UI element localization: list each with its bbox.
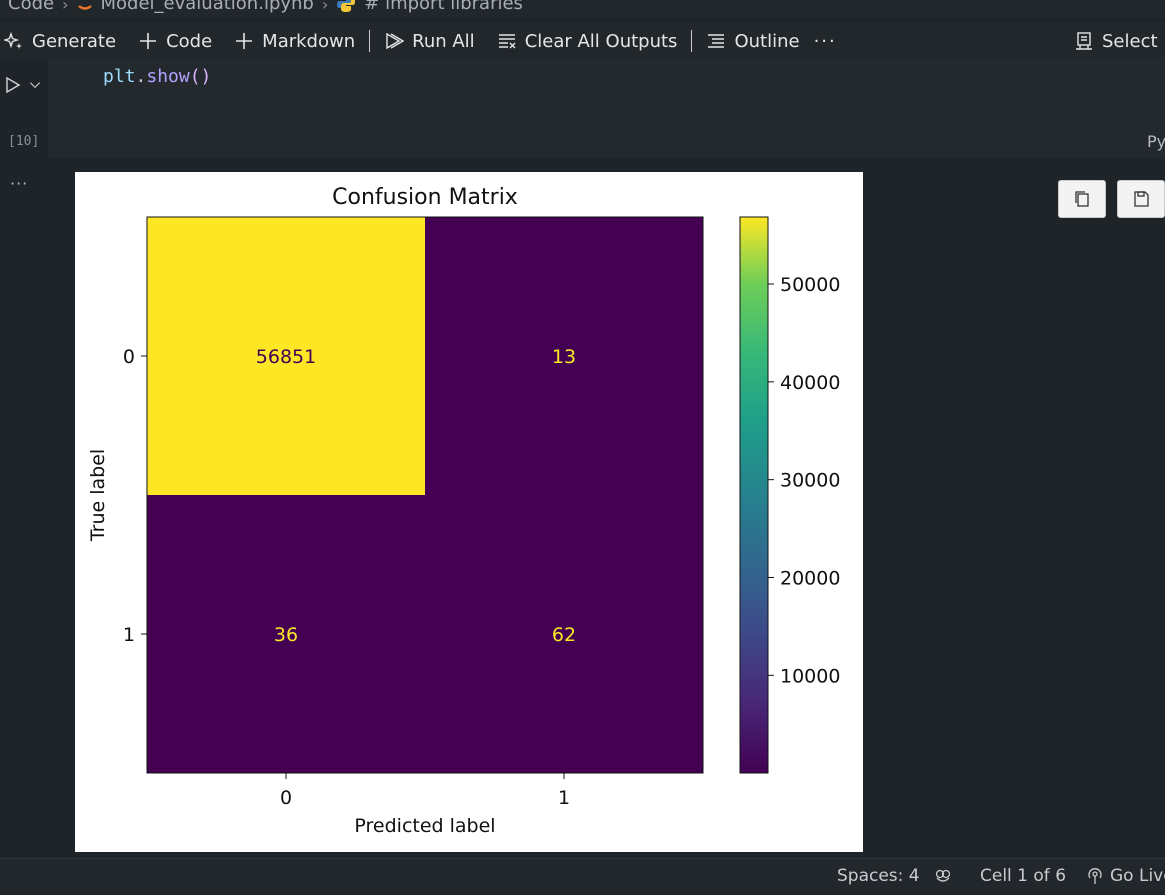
confusion-matrix-chart: Confusion Matrix 56851 13 36 62 0 1 0 1 Predic…: [87, 185, 840, 837]
sparkle-icon: [4, 31, 22, 49]
matrix-cell-label: 62: [552, 624, 576, 646]
breadcrumb: Code › Model_evaluation.ipynb › # import…: [0, 0, 1165, 18]
colorbar-tick-label: 40000: [780, 372, 840, 394]
run-all-button[interactable]: Run All: [380, 26, 479, 56]
jupyter-icon: [77, 5, 92, 10]
run-all-label: Run All: [412, 30, 475, 52]
breadcrumb-item-code[interactable]: Code: [8, 0, 55, 14]
broadcast-icon: [1088, 868, 1102, 884]
y-axis-label: True label: [87, 449, 109, 542]
matrix-cell-label: 56851: [256, 346, 316, 368]
toolbar-divider: [369, 30, 371, 52]
clear-outputs-icon: [498, 34, 516, 49]
cell-gutter: [0, 60, 48, 860]
play-icon: [6, 76, 21, 94]
matrix-cell: [147, 495, 425, 773]
go-live-label: Go Live: [1110, 866, 1165, 886]
output-image: Confusion Matrix 56851 13 36 62 0 1 0 1 Predic…: [75, 172, 863, 852]
copilot-icon: [935, 869, 951, 882]
spaces-label: Spaces: 4: [837, 866, 920, 886]
code-object: plt: [103, 66, 136, 87]
matrix-cell-labels: 56851 13 36 62: [256, 346, 576, 646]
run-cell-button[interactable]: [4, 76, 42, 94]
colorbar: [739, 216, 769, 774]
outline-label: Outline: [734, 30, 800, 52]
add-code-cell-button[interactable]: Code: [134, 26, 216, 56]
colorbar-tick-label: 10000: [780, 665, 840, 687]
indentation-status[interactable]: Spaces: 4: [837, 866, 920, 886]
cell-position-status[interactable]: Cell 1 of 6: [980, 866, 1066, 886]
run-all-icon: [386, 32, 405, 50]
generate-button[interactable]: Generate: [0, 26, 120, 56]
toolbar-divider: [691, 30, 693, 52]
plus-icon: [140, 33, 157, 49]
go-live-button[interactable]: Go Live: [1086, 866, 1165, 886]
colorbar-tick-label: 20000: [780, 567, 840, 589]
code-cell-editor[interactable]: plt.show(): [48, 60, 1165, 158]
y-tick-label: 1: [123, 624, 135, 646]
code-dot: .: [135, 66, 147, 87]
save-output-button[interactable]: [1117, 180, 1165, 218]
code-parens: (): [189, 66, 212, 87]
breadcrumb-separator-icon: ›: [321, 0, 329, 14]
colorbar-tick-label: 50000: [780, 274, 840, 296]
add-markdown-cell-button[interactable]: Markdown: [230, 26, 359, 56]
execution-count: [10]: [8, 134, 40, 149]
more-actions-button[interactable]: ···: [813, 30, 837, 52]
copilot-status[interactable]: [934, 866, 958, 884]
cell-language-label[interactable]: Py: [1147, 132, 1165, 151]
clear-all-outputs-label: Clear All Outputs: [524, 30, 678, 52]
x-tick-label: 0: [280, 787, 292, 809]
matrix-cell: [425, 495, 703, 773]
code-label: Code: [166, 30, 213, 52]
colorbar-ticks: 10000 20000 30000 40000 50000: [768, 274, 840, 687]
plus-icon: [236, 33, 253, 49]
save-icon: [1134, 191, 1149, 207]
x-axis-label: Predicted label: [354, 815, 495, 837]
matrix-cell-label: 36: [274, 624, 298, 646]
matrix-cell-label: 13: [552, 346, 576, 368]
python-icon: [337, 0, 356, 12]
outline-icon: [708, 34, 725, 48]
y-tick-label: 0: [123, 346, 135, 368]
status-bar: Spaces: 4 Cell 1 of 6 Go Live: [0, 858, 1165, 895]
copy-output-button[interactable]: [1058, 180, 1106, 218]
copy-icon: [1075, 191, 1089, 207]
breadcrumb-item-cell[interactable]: # import libraries: [364, 0, 523, 14]
matrix-cells: [147, 217, 703, 773]
clear-all-outputs-button[interactable]: Clear All Outputs: [493, 26, 682, 56]
x-tick-label: 1: [558, 787, 570, 809]
breadcrumb-separator-icon: ›: [62, 0, 69, 14]
breadcrumb-item-file[interactable]: Model_evaluation.ipynb: [100, 0, 314, 14]
colorbar-tick-label: 30000: [780, 470, 840, 492]
select-kernel-button[interactable]: Select I: [1070, 26, 1165, 56]
code-function: show: [146, 66, 190, 87]
notebook-toolbar: Generate Code Markdown Run All Clear All…: [0, 22, 1165, 61]
chart-title: Confusion Matrix: [332, 185, 518, 210]
select-kernel-label: Select I: [1102, 30, 1165, 52]
cell-position-label: Cell 1 of 6: [980, 866, 1067, 886]
kernel-icon: [1076, 32, 1092, 50]
markdown-label: Markdown: [262, 30, 356, 52]
generate-label: Generate: [32, 30, 117, 52]
outline-button[interactable]: Outline: [702, 26, 803, 56]
matrix-frame: [146, 216, 704, 774]
chevron-down-icon[interactable]: [28, 78, 42, 92]
matrix-axes: 0 1 0 1: [123, 216, 704, 809]
output-more-button[interactable]: ···: [10, 174, 29, 193]
matrix-cell: [147, 217, 425, 495]
code-line[interactable]: plt.show(): [103, 66, 211, 87]
matrix-cell: [425, 217, 703, 495]
